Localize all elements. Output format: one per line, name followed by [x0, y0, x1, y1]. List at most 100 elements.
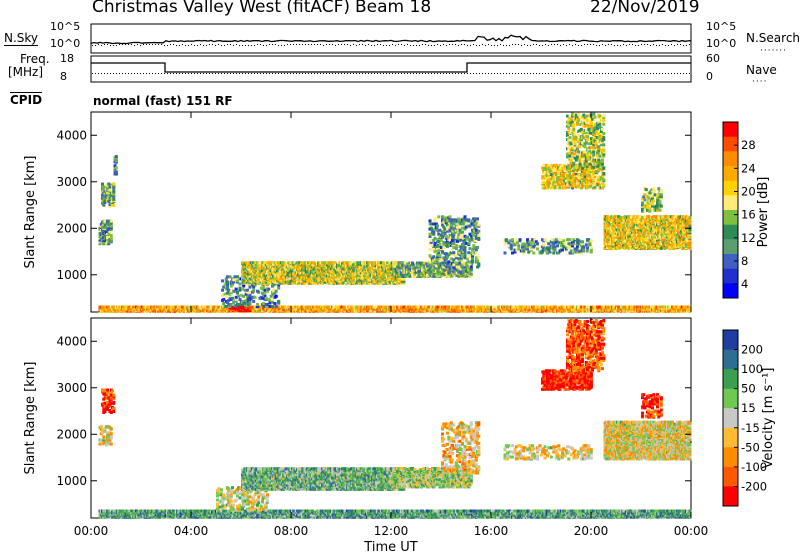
nave-dot: [227, 73, 228, 74]
nsearch-dot: [488, 44, 489, 45]
nave-dot: [560, 73, 561, 74]
nsearch-dot: [509, 45, 510, 46]
data-cell: [224, 294, 228, 298]
nave-dot: [95, 73, 96, 74]
nave-dot: [470, 73, 471, 74]
nsearch-dot: [305, 44, 306, 45]
nsearch-dot: [392, 44, 393, 45]
nave-dot: [623, 73, 624, 74]
nsearch-dot: [125, 44, 126, 45]
nave-dot: [626, 73, 627, 74]
nsearch-dot: [500, 44, 501, 45]
data-cell: [252, 289, 256, 293]
nsearch-dot: [263, 45, 264, 46]
nave-dot: [641, 73, 642, 74]
nsearch-dot: [269, 44, 270, 45]
nsearch-dot: [626, 45, 627, 46]
nsearch-dot: [533, 44, 534, 45]
nave-dot: [128, 73, 129, 74]
nsearch-dot: [614, 45, 615, 46]
nave-dot: [269, 73, 270, 74]
data-cell: [273, 302, 277, 305]
nsearch-dot: [494, 45, 495, 46]
nsearch-dot: [350, 45, 351, 46]
nave-dot: [665, 73, 666, 74]
nsearch-dot: [380, 44, 381, 45]
nsearch-dot: [455, 44, 456, 45]
nave-dot: [434, 73, 435, 74]
nsearch-dot: [632, 44, 633, 45]
nsearch-dot: [512, 44, 513, 45]
nave-dot: [224, 73, 225, 74]
nave-dot: [569, 73, 570, 74]
data-cell: [221, 288, 224, 292]
nave-dot: [230, 73, 231, 74]
nsearch-dot: [656, 45, 657, 46]
nave-dot: [395, 73, 396, 74]
nave-dot: [152, 73, 153, 74]
nsearch-dot: [554, 44, 555, 45]
nsearch-dot: [293, 44, 294, 45]
nave-dot: [419, 73, 420, 74]
nsearch-dot: [644, 44, 645, 45]
nsearch-dot: [440, 45, 441, 46]
nave-dot: [614, 73, 615, 74]
freq-line: [91, 62, 691, 73]
nsearch-dot: [386, 45, 387, 46]
nsearch-dot: [278, 45, 279, 46]
nsearch-dot: [131, 44, 132, 45]
data-cell: [274, 305, 278, 308]
nave-dot: [332, 73, 333, 74]
nsearch-dot: [296, 44, 297, 45]
nsearch-dot: [506, 45, 507, 46]
nave-dot: [221, 73, 222, 74]
nave-dot: [242, 73, 243, 74]
nave-dot: [236, 73, 237, 74]
nsearch-dot: [248, 45, 249, 46]
nsearch-dot: [608, 44, 609, 45]
nsearch-dot: [467, 45, 468, 46]
nsearch-dot: [623, 44, 624, 45]
nsearch-dot: [98, 44, 99, 45]
data-cell: [248, 302, 252, 305]
nave-dot: [290, 73, 291, 74]
nsearch-dot: [101, 45, 102, 46]
nave-dot: [611, 73, 612, 74]
nsearch-dot: [335, 45, 336, 46]
nsearch-dot: [200, 44, 201, 45]
nave-dot: [257, 73, 258, 74]
nave-dot: [491, 73, 492, 74]
nsearch-dot: [560, 45, 561, 46]
nsearch-dot: [479, 45, 480, 46]
nave-dot: [398, 73, 399, 74]
data-cell: [274, 289, 278, 293]
nave-dot: [116, 73, 117, 74]
nave-dot: [131, 73, 132, 74]
nsearch-dot: [182, 44, 183, 45]
nave-dot: [272, 73, 273, 74]
nsearch-dot: [503, 45, 504, 46]
nsearch-dot: [569, 44, 570, 45]
nsearch-dot: [134, 45, 135, 46]
nave-dot: [542, 73, 543, 74]
nave-dot: [509, 73, 510, 74]
nsearch-dot: [689, 44, 690, 45]
nave-dot: [305, 73, 306, 74]
nave-dot: [326, 73, 327, 74]
nsearch-dot: [158, 44, 159, 45]
nave-dot: [488, 73, 489, 74]
nave-dot: [179, 73, 180, 74]
nsearch-dot: [539, 45, 540, 46]
nave-dot: [638, 73, 639, 74]
nave-dot: [545, 73, 546, 74]
nave-dot: [329, 73, 330, 74]
nave-dot: [668, 73, 669, 74]
nsearch-dot: [485, 45, 486, 46]
nave-dot: [512, 73, 513, 74]
nsearch-dot: [650, 45, 651, 46]
nave-dot: [455, 73, 456, 74]
nave-dot: [587, 73, 588, 74]
nsearch-dot: [596, 45, 597, 46]
nave-dot: [506, 73, 507, 74]
nsearch-dot: [284, 45, 285, 46]
